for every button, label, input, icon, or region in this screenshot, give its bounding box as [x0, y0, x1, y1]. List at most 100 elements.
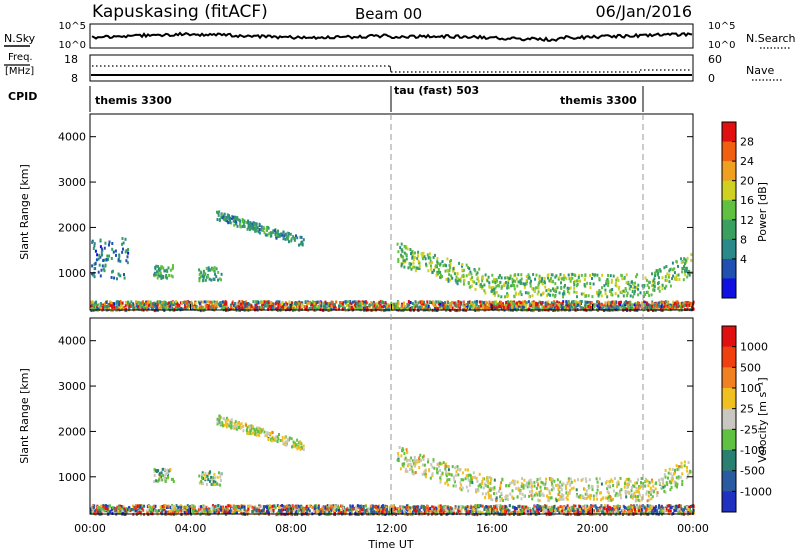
power-pixel — [491, 273, 494, 277]
velocity-pixel — [519, 508, 522, 512]
power-pixel — [200, 271, 203, 275]
velocity-pixel — [381, 504, 384, 508]
power-pixel — [214, 302, 217, 306]
velocity-pixel — [449, 508, 452, 512]
power-pixel — [660, 300, 663, 304]
power-pixel — [223, 212, 226, 216]
velocity-pixel — [358, 507, 361, 511]
power-pixel — [652, 283, 655, 287]
velocity-pixel — [689, 510, 692, 514]
velocity-pixel — [397, 511, 400, 515]
power-pixel — [634, 289, 636, 293]
power-pixel — [357, 300, 360, 304]
power-pixel — [340, 301, 343, 304]
power-pixel — [91, 303, 94, 307]
power-pixel — [98, 263, 101, 267]
power-pixel — [589, 306, 592, 309]
velocity-pixel — [606, 504, 609, 508]
power-pixel — [560, 303, 563, 307]
power-pixel — [358, 302, 361, 306]
velocity-pixel — [684, 511, 687, 515]
power-pixel — [547, 292, 550, 296]
power-pixel — [256, 306, 259, 310]
power-pixel — [624, 287, 627, 290]
power-pixel — [121, 302, 124, 305]
velocity-pixel — [413, 509, 416, 512]
velocity-pixel — [408, 506, 411, 510]
velocity-pixel — [186, 504, 189, 508]
power-pixel — [568, 303, 571, 307]
velocity-pixel — [592, 511, 595, 515]
power-pixel — [589, 286, 592, 290]
power-pixel — [610, 293, 613, 297]
power-pixel — [461, 263, 464, 266]
power-pixel — [514, 273, 517, 277]
power-pixel — [571, 272, 574, 276]
power-pixel — [477, 305, 480, 308]
velocity-pixel — [187, 510, 190, 514]
power-pixel — [254, 223, 257, 227]
power-pixel — [570, 276, 573, 280]
power-pixel — [171, 307, 174, 310]
velocity-pixel — [281, 504, 284, 507]
power-pixel — [284, 301, 287, 305]
power-pixel — [623, 306, 626, 310]
velocity-pixel — [420, 511, 423, 515]
power-pixel — [254, 229, 257, 233]
power-pixel — [552, 287, 554, 291]
power-pixel — [412, 252, 415, 256]
power-pixel — [525, 282, 528, 286]
velocity-pixel — [611, 507, 614, 511]
velocity-pixel — [568, 510, 571, 514]
power-pixel — [219, 301, 222, 305]
power-pixel — [520, 277, 523, 281]
velocity-pixel — [679, 511, 682, 515]
power-pixel — [419, 300, 422, 304]
power-pixel — [127, 303, 130, 307]
power-pixel — [665, 284, 668, 288]
power-pixel — [567, 273, 570, 277]
power-pixel — [671, 268, 674, 272]
velocity-pixel — [417, 505, 420, 509]
velocity-pixel — [424, 506, 427, 509]
velocity-pixel — [308, 504, 311, 508]
power-pixel — [554, 275, 557, 279]
power-pixel — [255, 222, 258, 226]
power-pixel — [673, 304, 676, 308]
power-pixel — [628, 287, 631, 291]
velocity-pixel — [654, 509, 657, 513]
power-pixel — [94, 249, 97, 253]
power-pixel — [478, 283, 481, 287]
nave-tick-bottom: 0 — [708, 72, 715, 85]
velocity-pixel — [534, 505, 537, 509]
power-pixel — [260, 225, 263, 229]
velocity-pixel — [111, 506, 114, 510]
power-pixel — [334, 305, 336, 309]
power-pixel — [573, 281, 575, 284]
power-pixel — [146, 301, 149, 305]
power-pixel — [103, 269, 106, 273]
power-pixel — [182, 301, 185, 304]
power-pixel — [671, 261, 674, 265]
power-pixel — [547, 300, 550, 304]
power-pixel — [681, 270, 684, 274]
velocity-pixel — [487, 507, 490, 511]
velocity-pixel — [131, 504, 134, 508]
velocity-pixel — [145, 509, 148, 513]
velocity-pixel — [217, 504, 220, 507]
power-pixel — [110, 301, 113, 305]
power-pixel — [123, 273, 125, 277]
power-pixel — [345, 300, 348, 304]
power-pixel — [657, 287, 660, 290]
power-pixel — [469, 277, 472, 281]
power-pixel — [241, 220, 244, 224]
power-pixel — [357, 306, 360, 310]
power-pixel — [139, 304, 142, 308]
power-pixel — [436, 257, 439, 261]
power-pixel — [134, 300, 137, 304]
power-pixel — [630, 306, 633, 310]
power-pixel — [439, 262, 442, 266]
power-pixel — [654, 274, 657, 277]
power-pixel — [410, 267, 413, 271]
power-pixel — [500, 306, 503, 310]
